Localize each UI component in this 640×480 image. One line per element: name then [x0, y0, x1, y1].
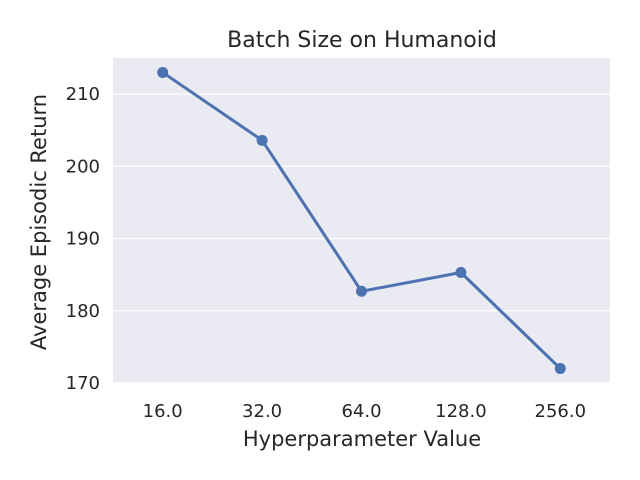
x-tick-label: 256.0	[535, 401, 587, 422]
chart-title: Batch Size on Humanoid	[227, 28, 497, 53]
data-point	[256, 134, 268, 146]
y-tick-label: 210	[66, 84, 100, 105]
data-point	[455, 267, 467, 278]
y-tick-label: 170	[66, 373, 100, 394]
plot-area	[113, 58, 610, 383]
data-point	[356, 285, 367, 297]
x-tick-labels: 16.0 32.0 64.0 128.0 256.0	[143, 401, 586, 422]
y-tick-label: 200	[66, 156, 100, 177]
x-axis-label: Hyperparameter Value	[243, 427, 481, 451]
y-axis-label: Average Episodic Return	[27, 94, 51, 350]
data-point	[554, 363, 566, 375]
y-tick-label: 180	[66, 301, 100, 322]
x-tick-label: 64.0	[341, 401, 381, 422]
x-tick-label: 16.0	[143, 401, 183, 422]
x-tick-label: 32.0	[242, 401, 282, 422]
y-tick-label: 190	[66, 229, 100, 250]
x-tick-label: 128.0	[435, 401, 487, 422]
y-tick-labels: 170 180 190 200 210	[66, 84, 100, 394]
series-layer	[157, 66, 566, 375]
data-point	[157, 66, 169, 78]
